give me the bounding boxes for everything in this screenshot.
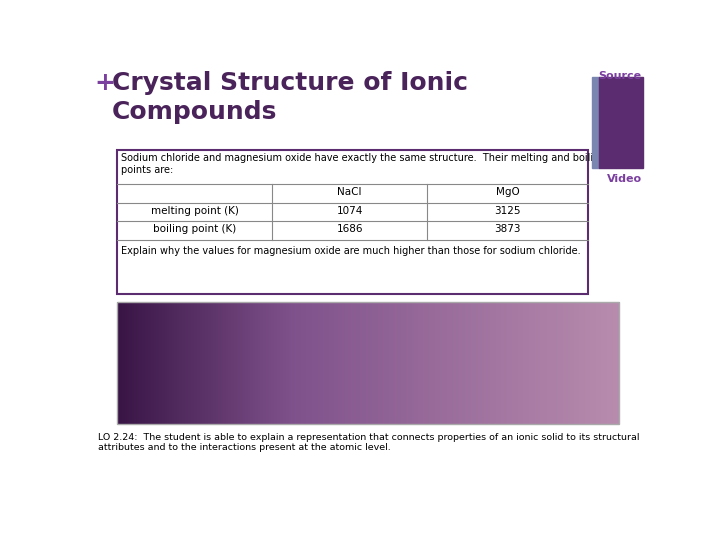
Text: NaCl: NaCl <box>338 187 362 197</box>
Text: melting point (K): melting point (K) <box>150 206 238 215</box>
Text: LO 2.24:  The student is able to explain a representation that connects properti: LO 2.24: The student is able to explain … <box>98 433 639 453</box>
Bar <box>117 302 619 423</box>
FancyBboxPatch shape <box>117 150 588 294</box>
Text: +: + <box>94 71 115 95</box>
Text: 1074: 1074 <box>336 206 363 215</box>
Text: Video: Video <box>607 174 642 184</box>
Text: 3873: 3873 <box>495 224 521 234</box>
Text: 1686: 1686 <box>336 224 363 234</box>
Text: 3125: 3125 <box>495 206 521 215</box>
Text: boiling point (K): boiling point (K) <box>153 224 236 234</box>
Bar <box>599 77 642 168</box>
Text: Source: Source <box>598 71 642 81</box>
Text: MgO: MgO <box>496 187 520 197</box>
Text: Sodium chloride and magnesium oxide have exactly the same structure.  Their melt: Sodium chloride and magnesium oxide have… <box>121 153 606 175</box>
Text: Crystal Structure of Ionic
Compounds: Crystal Structure of Ionic Compounds <box>112 71 468 124</box>
Bar <box>593 77 599 168</box>
Text: Explain why the values for magnesium oxide are much higher than those for sodium: Explain why the values for magnesium oxi… <box>121 246 580 256</box>
